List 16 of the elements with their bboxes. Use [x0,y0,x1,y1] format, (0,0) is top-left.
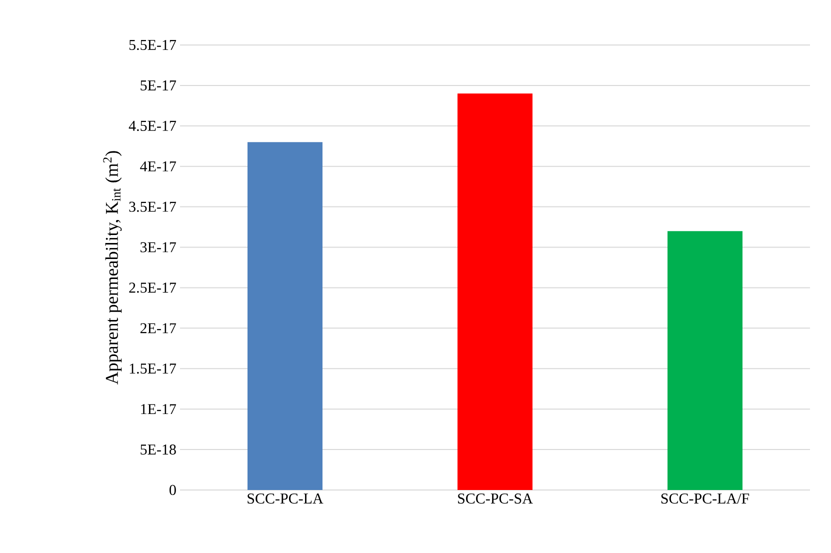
y-tick-label: 3E-17 [140,242,176,252]
y-tick-label: 1.5E-17 [130,364,176,374]
x-tick-label: SCC-PC-SA [458,494,533,504]
y-tick-label: 5.5E-17 [129,40,176,50]
y-tick-label: 4E-17 [140,161,176,172]
x-tick-label: SCC-PC-LA [248,494,324,504]
y-tick-label: 5E-17 [140,80,176,90]
y-axis-title: Apparent permeability, K$_{int}$ (m$^{2}$) [103,151,122,384]
y-tick-label: 2.5E-17 [129,282,176,293]
y-tick-label: 3.5E-17 [129,202,176,212]
y-tick-label: 5E-18 [140,444,176,455]
y-tick-label: 0 [170,484,176,496]
y-tick-label: 1E-17 [141,404,176,414]
y-tick-label: 4.5E-17 [128,120,176,131]
y-tick-label: 2E-17 [140,323,176,334]
x-tick-label: SCC-PC-LA/F [661,494,750,504]
